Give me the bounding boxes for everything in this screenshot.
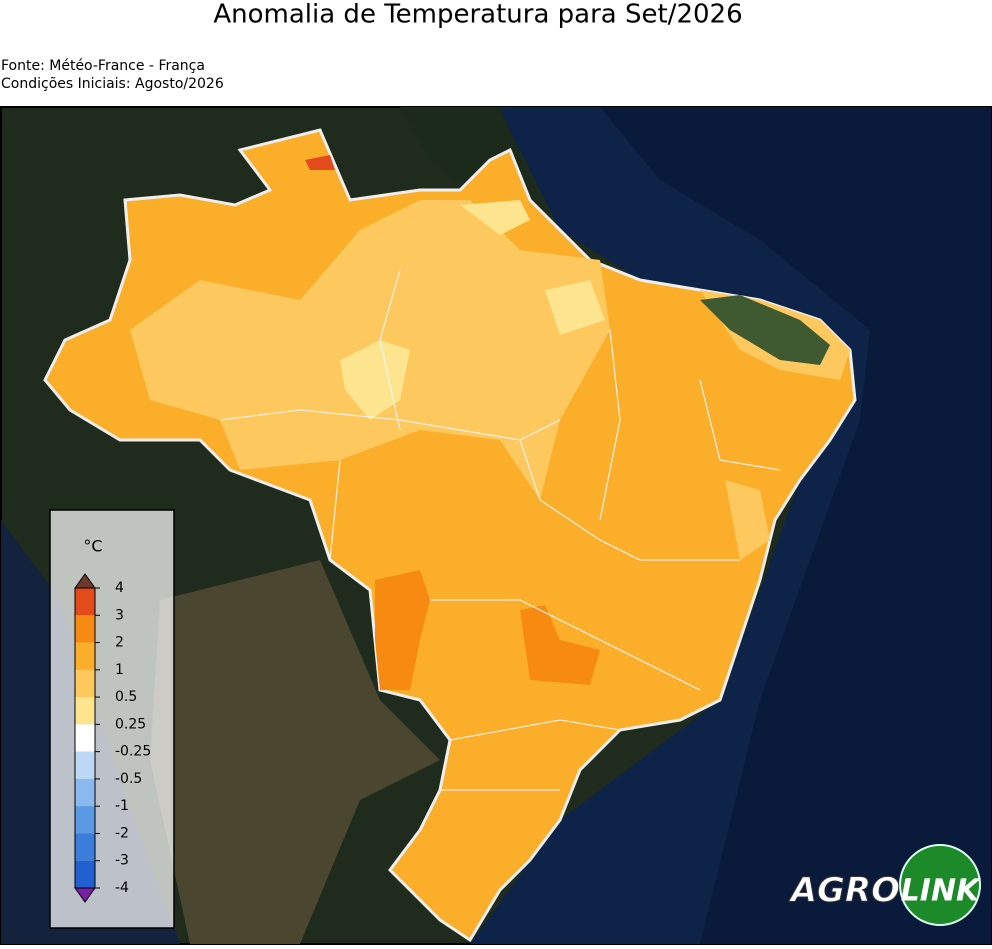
logo-right: LINK (901, 874, 982, 909)
color-bin (75, 860, 95, 888)
border (430, 599, 701, 691)
border (699, 379, 781, 471)
tick-label: -2 (115, 825, 129, 841)
color-bin (75, 833, 95, 861)
tick-label: 0.5 (115, 689, 137, 705)
border (379, 269, 401, 431)
tick-label: -1 (115, 798, 129, 814)
color-bin (75, 669, 95, 698)
border (329, 459, 341, 561)
state-borders (219, 269, 781, 791)
tick-label: -0.5 (115, 771, 142, 787)
color-bin (75, 615, 95, 643)
border (519, 439, 740, 561)
tick-label: -0.25 (115, 744, 151, 760)
anomaly-hot (305, 155, 335, 170)
legend-unit: °C (83, 537, 102, 556)
logo-circle (899, 844, 981, 926)
color-bin (75, 751, 95, 779)
logo: AGRO LINK (787, 844, 982, 926)
border (219, 409, 561, 441)
map (0, 106, 992, 945)
tick-label: -4 (115, 880, 129, 896)
border (599, 329, 621, 521)
tick-label: 2 (115, 635, 124, 651)
color-bin (75, 806, 95, 834)
initial-conditions: Condições Iniciais: Agosto/2026 (1, 76, 224, 92)
land-south (150, 560, 440, 944)
anomaly-pale (460, 200, 530, 235)
tick-label: -3 (115, 853, 129, 869)
tick-label: 1 (115, 662, 124, 678)
color-bin (75, 724, 95, 752)
color-bin (75, 697, 95, 725)
deep-ocean (600, 107, 991, 944)
anomaly-pale (545, 280, 605, 335)
color-bin (75, 778, 95, 807)
source: Fonte: Météo-France - França (1, 58, 205, 74)
colorbar-outline (74, 587, 96, 889)
logo-left: AGRO (788, 871, 900, 911)
title: Anomalia de Temperatura para Set/2026 (213, 0, 742, 30)
tick-label: 0.25 (115, 716, 146, 732)
color-bin (75, 642, 95, 670)
anomaly-pale (340, 340, 410, 420)
tick-label: 3 (115, 607, 124, 623)
border (449, 719, 621, 741)
anomaly-dark (520, 605, 600, 685)
legend: °C 4 3 2 1 0.5 0.25 -0.25 -0.5 -1 -2 -3 -4 (49, 509, 175, 929)
anomaly-dark (375, 570, 430, 690)
legend-box (49, 509, 175, 929)
anomaly-light (725, 480, 770, 560)
color-bin (75, 588, 95, 616)
no-data-area (700, 295, 830, 365)
tick-label: 4 (115, 580, 124, 596)
